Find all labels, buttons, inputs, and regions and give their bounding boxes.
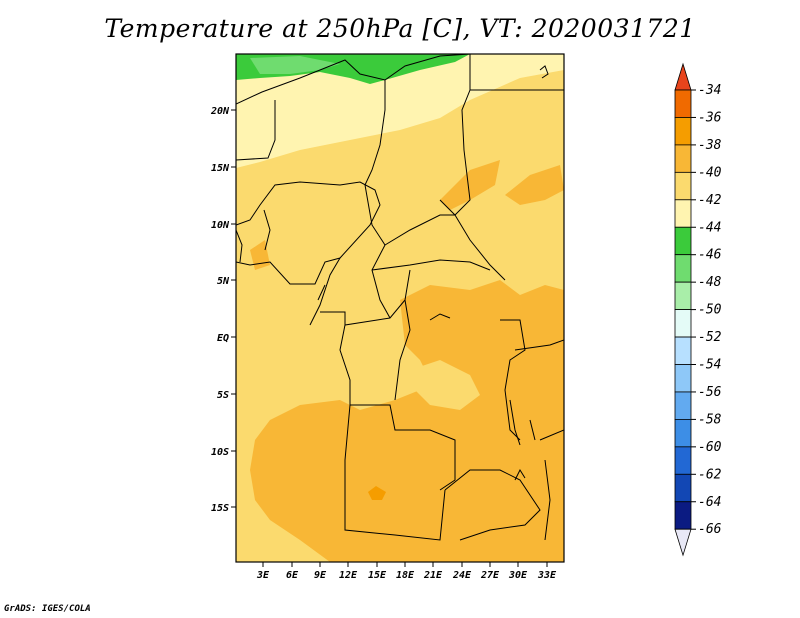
colorbar-segment [674, 309, 692, 338]
lat-tick-label: EQ [217, 333, 229, 344]
lon-tick-label: 27E [480, 570, 500, 581]
colorbar-segment [674, 391, 692, 420]
lon-tick-label: 24E [452, 570, 472, 581]
lat-tick-label: 10S [211, 447, 229, 458]
field-lightgreen-north [250, 56, 340, 74]
lon-tick-label: 9E [314, 570, 327, 581]
country-borders [236, 54, 564, 541]
lon-axis: 3E 6E 9E 12E 15E 18E 21E 24E 27E 30E 33E [256, 562, 557, 581]
lat-tick-label: 20N [210, 106, 230, 117]
colorbar: -34 -36 -38 -40 -42 -44 -46 -48 -50 -52 -54 -56 -58 -… [674, 62, 722, 557]
colorbar-label: -54 [698, 358, 721, 373]
colorbar-label: -60 [698, 440, 722, 455]
colorbar-label: -36 [698, 110, 722, 125]
lon-tick-label: 30E [508, 570, 528, 581]
colorbar-segment [674, 144, 692, 173]
lon-tick-label: 6E [286, 570, 299, 581]
lat-tick-label: 15S [211, 503, 229, 514]
colorbar-segment [674, 281, 692, 310]
lon-tick-label: 33E [537, 570, 557, 581]
colorbar-segment [674, 364, 692, 393]
colorbar-label: -52 [698, 330, 722, 345]
chart-title: Temperature at 250hPa [C], VT: 202003172… [104, 14, 696, 43]
colorbar-segment [674, 89, 692, 118]
colorbar-segment [674, 446, 692, 475]
field-warm-ne1 [440, 160, 500, 210]
field-cool-north [236, 54, 564, 168]
lat-tick-label: 5N [217, 276, 230, 287]
colorbar-segment [674, 336, 692, 365]
colorbar-top-arrow [674, 62, 692, 91]
colorbar-bottom-arrow [674, 528, 692, 557]
colorbar-label: -64 [698, 495, 721, 510]
colorbar-label: -40 [698, 165, 722, 180]
colorbar-label: -42 [698, 193, 722, 208]
footer-credit: GrADS: IGES/COLA [4, 604, 91, 614]
lat-tick-label: 15N [211, 163, 230, 174]
colorbar-segment [674, 473, 692, 503]
field-cool-inset [410, 360, 480, 410]
colorbar-segment [674, 117, 692, 146]
colorbar-label: -44 [698, 220, 721, 235]
colorbar-label: -34 [698, 83, 721, 98]
lon-tick-label: 18E [396, 570, 415, 581]
colorbar-segment [674, 254, 692, 283]
colorbar-label: -48 [698, 275, 722, 290]
lon-tick-label: 3E [256, 570, 270, 581]
lat-tick-label: 10N [211, 220, 230, 231]
lat-tick-label: 5S [217, 390, 229, 401]
colorbar-segment [674, 199, 692, 228]
lon-tick-label: 15E [368, 570, 387, 581]
lon-tick-label: 12E [339, 570, 358, 581]
colorbar-label: -56 [698, 385, 722, 400]
colorbar-segment [674, 418, 692, 448]
colorbar-label: -50 [698, 303, 722, 318]
colorbar-label: -62 [698, 467, 722, 482]
field-warm-ne2 [505, 165, 564, 205]
lat-axis: 20N 15N 10N 5N EQ 5S 10S 15S [210, 106, 236, 514]
colorbar-segment [674, 501, 692, 530]
map-frame [235, 53, 565, 563]
colorbar-segment [674, 171, 692, 201]
colorbar-segment [674, 226, 692, 256]
lon-tick-label: 21E [423, 570, 443, 581]
colorbar-label: -66 [698, 522, 722, 537]
field-warm-central [250, 280, 564, 562]
colorbar-label: -58 [698, 412, 722, 427]
temperature-field [236, 54, 564, 562]
field-warmest-speck [368, 486, 386, 500]
colorbar-label: -38 [698, 138, 722, 153]
colorbar-label: -46 [698, 248, 722, 263]
